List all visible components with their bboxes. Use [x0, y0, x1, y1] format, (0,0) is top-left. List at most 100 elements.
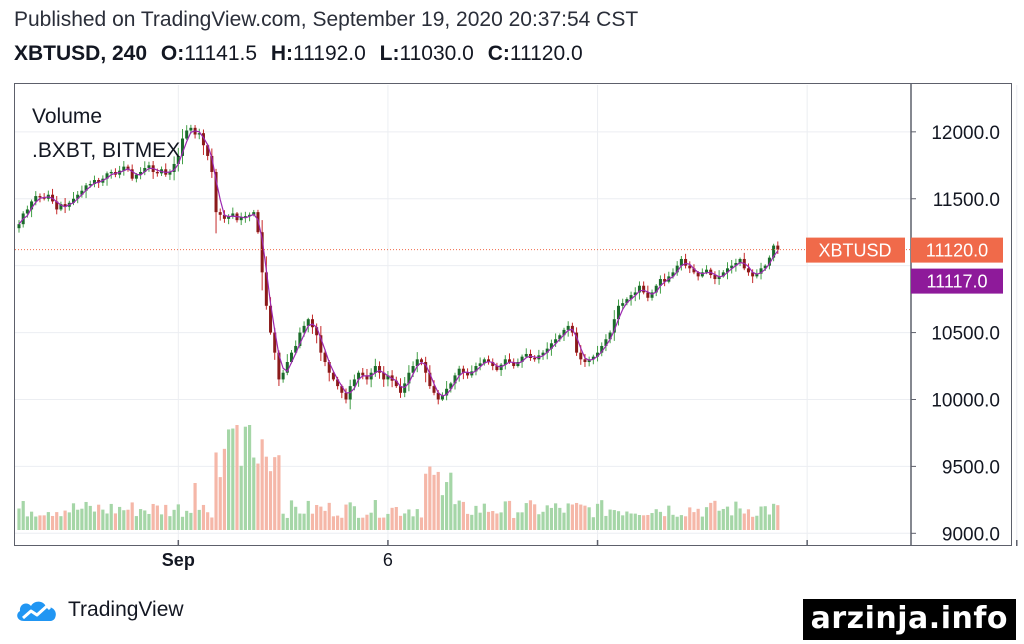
volume-bar	[704, 507, 709, 530]
candle-body	[25, 209, 29, 214]
volume-bar	[377, 517, 382, 530]
candle	[168, 169, 172, 180]
y-tick-label: 9500.0	[942, 457, 1000, 478]
candle	[558, 333, 562, 342]
candle-body	[155, 171, 159, 174]
volume-bar	[625, 511, 629, 530]
candle-body	[139, 171, 143, 175]
candle-body	[206, 145, 210, 156]
volume-bar	[113, 513, 118, 530]
volume-bar	[252, 457, 256, 530]
volume-bar	[17, 508, 21, 530]
candle-body	[466, 372, 470, 376]
candle-body	[306, 319, 310, 326]
volume-bar	[315, 504, 319, 530]
candle-body	[143, 167, 147, 172]
volume-bar	[273, 457, 277, 530]
candle	[767, 255, 771, 270]
candle	[323, 349, 327, 367]
candle-body	[277, 352, 281, 380]
candle	[646, 285, 650, 302]
volume-bar	[503, 501, 507, 530]
candle	[63, 197, 67, 214]
candle	[612, 310, 616, 341]
y-tick-label: 11500.0	[933, 190, 1000, 211]
candle-body	[604, 339, 608, 346]
candle-body	[365, 375, 369, 380]
candle-body	[520, 356, 524, 363]
volume-bar	[658, 511, 663, 530]
volume-bar	[159, 514, 164, 530]
volume-bar	[319, 506, 323, 530]
candle-body	[222, 214, 226, 219]
volume-bar	[583, 505, 587, 530]
price-chart[interactable]: XBTUSD 11120.0 11117.0 12000.0 11500.0 10500.…	[0, 0, 1024, 600]
ma-value-tag: 11117.0	[911, 268, 1003, 294]
volume-bar	[50, 515, 55, 530]
volume-bar	[185, 510, 189, 530]
candle-body	[126, 166, 130, 170]
candle-body	[298, 332, 302, 346]
candle-body	[80, 190, 84, 195]
candle-body	[457, 368, 461, 376]
candle	[478, 357, 482, 371]
volume-bar	[654, 509, 658, 530]
candle-body	[92, 180, 96, 185]
candle-body	[554, 339, 558, 344]
volume-bar	[382, 517, 386, 530]
candle	[512, 358, 516, 369]
candle-body	[684, 258, 688, 266]
candle-body	[269, 305, 273, 333]
volume-bar	[235, 425, 239, 530]
candle	[596, 345, 600, 362]
candle-body	[294, 345, 298, 353]
volume-bar	[600, 500, 604, 530]
candle-body	[323, 352, 327, 363]
volume-bar	[663, 516, 667, 530]
volume-bar	[637, 515, 642, 530]
candle-body	[432, 386, 436, 393]
ohlc-line: XBTUSD, 240 O:11141.5 H:11192.0 L:11030.…	[14, 42, 583, 66]
candle	[491, 358, 495, 371]
candle-body	[319, 335, 323, 353]
candle-body	[273, 332, 277, 353]
candle	[608, 330, 612, 344]
volume-bar	[336, 515, 340, 530]
candle-body	[436, 392, 440, 400]
volume-bar	[34, 516, 38, 530]
candle-body	[541, 352, 545, 356]
volume-bar	[524, 503, 528, 530]
candle-body	[612, 319, 616, 333]
volume-bar	[465, 513, 470, 530]
candle-body	[524, 353, 528, 357]
volume-bar	[29, 511, 34, 530]
chart-frame[interactable]	[14, 83, 1012, 546]
chart-legend: Volume .BXBT, BITMEX	[32, 105, 180, 162]
volume-bar	[218, 477, 222, 530]
candle	[688, 261, 692, 274]
candle	[625, 297, 629, 306]
volume-bar	[243, 426, 247, 530]
candle-body	[411, 366, 415, 373]
volume-bar	[71, 503, 76, 530]
candle	[398, 378, 403, 398]
volume-bar	[84, 501, 88, 530]
volume-bar	[721, 508, 725, 530]
candle-body	[210, 155, 214, 172]
candle-body	[407, 372, 411, 384]
tradingview-footer[interactable]: TradingView	[14, 594, 184, 626]
x-tick-label: 6	[383, 550, 393, 570]
candle	[260, 220, 264, 291]
candle-body	[34, 196, 38, 202]
candle-body	[415, 359, 419, 367]
candle-body	[679, 258, 683, 266]
candle	[445, 381, 449, 401]
open-label: O:	[160, 42, 185, 65]
candle-body	[315, 327, 319, 336]
candle-body	[109, 171, 113, 174]
volume-bar	[407, 509, 411, 530]
volume-bar	[650, 513, 654, 530]
volume-bar	[570, 504, 574, 530]
volume-bar	[730, 515, 734, 530]
volume-bar	[478, 512, 482, 530]
